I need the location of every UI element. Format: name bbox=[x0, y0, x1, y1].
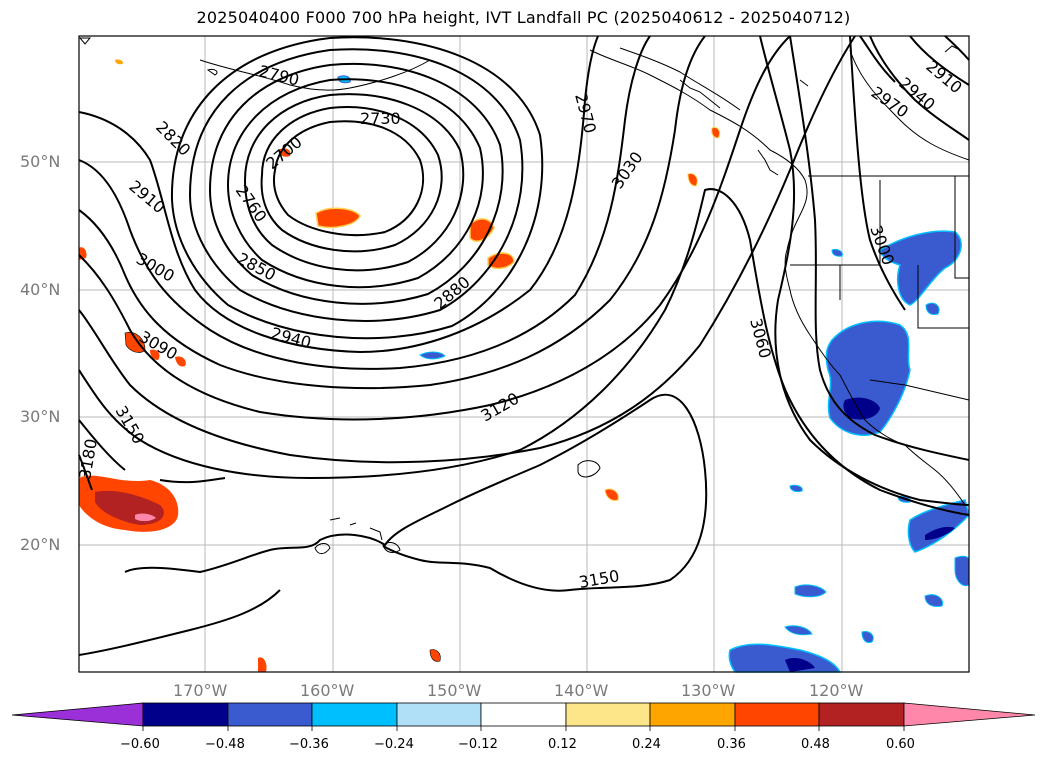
colorbar bbox=[11, 702, 1036, 727]
colorbar-tick-label: 0.12 bbox=[548, 737, 577, 752]
colorbar-extend-high bbox=[903, 702, 1036, 727]
colorbar-tick-label: 0.48 bbox=[801, 737, 830, 752]
lon-label: 140°W bbox=[554, 681, 609, 700]
lon-label: 170°W bbox=[173, 681, 228, 700]
colorbar-tick-label: −0.36 bbox=[289, 737, 329, 752]
colorbar-tick-label: −0.24 bbox=[374, 737, 414, 752]
colorbar-tick-label: −0.48 bbox=[205, 737, 245, 752]
contour-label: 2730 bbox=[360, 109, 401, 128]
map-title: 2025040400 F000 700 hPa height, IVT Land… bbox=[196, 8, 851, 27]
positive-anomaly-low bbox=[315, 207, 361, 229]
colorbar-tick-label: 0.36 bbox=[717, 737, 746, 752]
colorbar-ticks bbox=[142, 726, 905, 731]
colorbar-tick-label: −0.12 bbox=[458, 737, 498, 752]
colorbar-tick-label: −0.60 bbox=[120, 737, 160, 752]
lat-label: 20°N bbox=[20, 535, 61, 554]
lon-label: 160°W bbox=[300, 681, 355, 700]
lon-label: 150°W bbox=[427, 681, 482, 700]
lon-label: 120°W bbox=[809, 681, 864, 700]
colorbar-tick-label: 0.60 bbox=[886, 737, 915, 752]
height-contours bbox=[78, 35, 970, 656]
colorbar-tick-label: 0.24 bbox=[632, 737, 661, 752]
lat-label: 30°N bbox=[20, 407, 61, 426]
lat-label: 40°N bbox=[20, 280, 61, 299]
lat-label: 50°N bbox=[20, 152, 61, 171]
lon-label: 130°W bbox=[681, 681, 736, 700]
colorbar-extend-low bbox=[11, 702, 144, 727]
